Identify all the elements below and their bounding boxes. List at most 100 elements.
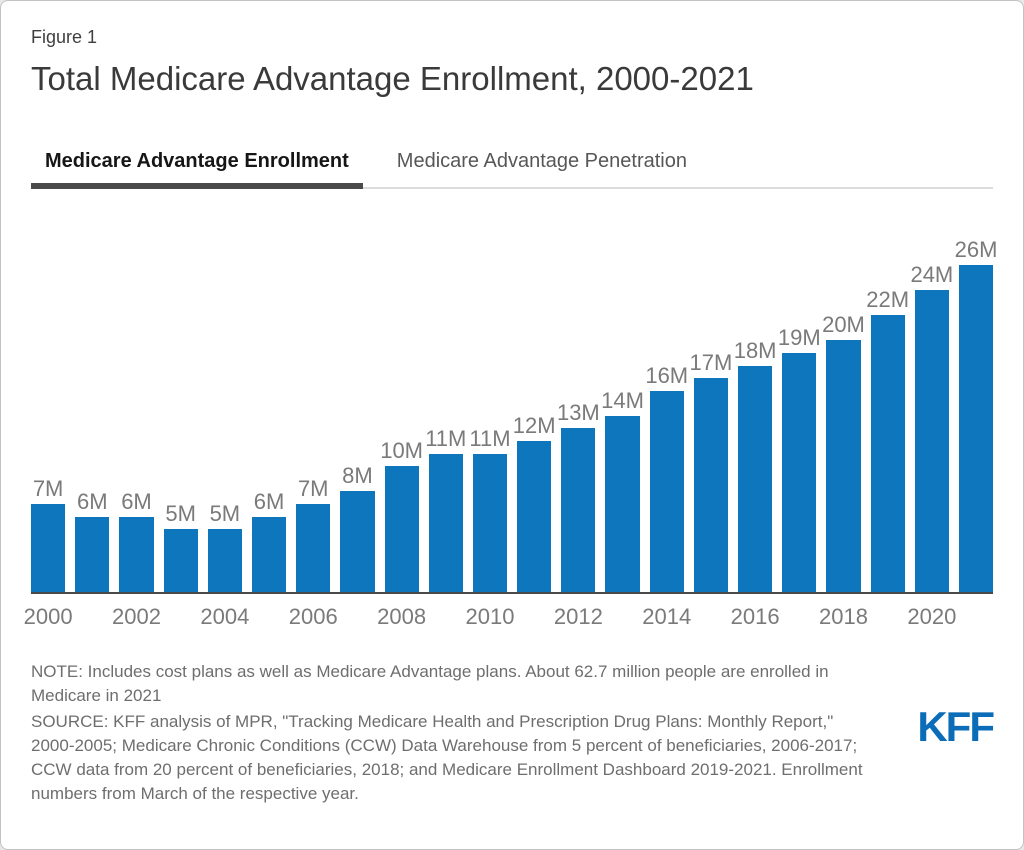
bar-2006[interactable] — [296, 504, 331, 592]
bar-value-label: 24M — [910, 262, 954, 287]
page-title: Total Medicare Advantage Enrollment, 200… — [31, 60, 754, 97]
bar-column-2017: 19M — [778, 327, 821, 592]
x-tick-2014: 2014 — [642, 604, 691, 630]
bar-2008[interactable] — [384, 466, 419, 592]
bar-value-label: 5M — [165, 501, 196, 526]
bar-value-label: 14M — [601, 388, 644, 413]
bar-column-2006: 7M — [296, 476, 331, 592]
bar-2002[interactable] — [119, 517, 154, 592]
bar-column-2013: 14M — [601, 390, 644, 592]
bar-value-label: 20M — [822, 312, 865, 337]
bar-column-2005: 6M — [251, 489, 287, 592]
bar-value-label: 19M — [777, 325, 821, 350]
x-tick-2008: 2008 — [377, 604, 426, 630]
x-tick-2010: 2010 — [466, 604, 515, 630]
x-tick-2001 — [75, 604, 109, 630]
bar-2007[interactable] — [340, 491, 375, 592]
x-tick-2004: 2004 — [200, 604, 249, 630]
bar-2010[interactable] — [472, 454, 508, 592]
bar-value-label: 26M — [954, 237, 998, 262]
x-tick-label: 2008 — [377, 604, 427, 629]
bar-2012[interactable] — [561, 428, 596, 592]
figure-header: Figure 1 Total Medicare Advantage Enroll… — [1, 1, 1023, 98]
x-tick-label: 2002 — [112, 604, 161, 629]
bar-value-label: 12M — [512, 413, 556, 438]
bar-value-label: 6M — [253, 489, 285, 514]
bar-column-2004: 5M — [207, 501, 242, 592]
x-tick-2012: 2012 — [554, 604, 603, 630]
bar-2013[interactable] — [605, 416, 640, 592]
x-tick-2013 — [605, 604, 639, 630]
x-tick-2021 — [959, 604, 993, 630]
bar-value-label: 11M — [469, 426, 511, 451]
bar-value-label: 6M — [121, 489, 152, 514]
bar-2014[interactable] — [649, 391, 684, 592]
x-tick-label: 2012 — [553, 604, 603, 629]
bar-column-2021: 26M — [955, 239, 997, 592]
x-tick-2011 — [517, 604, 551, 630]
bar-2001[interactable] — [75, 517, 110, 592]
bar-value-label: 17M — [689, 350, 733, 375]
x-axis: 2000 2002 2004 2006 2008 2010 2012 2014 2016 2018… — [24, 604, 993, 630]
bar-value-label: 8M — [342, 463, 373, 488]
figure-label: Figure 1 — [31, 27, 98, 47]
bar-value-label: 5M — [209, 501, 241, 526]
bar-column-2009: 11M — [425, 428, 466, 592]
source-text: SOURCE: KFF analysis of MPR, "Tracking M… — [31, 712, 863, 804]
tab-medicare-advantage-enrollment[interactable]: Medicare Advantage Enrollment — [31, 150, 363, 189]
bar-2021[interactable] — [958, 265, 994, 592]
bar-value-label: 16M — [645, 363, 689, 388]
x-tick-label: 2004 — [200, 604, 250, 629]
bar-2005[interactable] — [251, 517, 287, 592]
bar-column-2015: 17M — [690, 352, 732, 592]
tab-bar: Medicare Advantage Enrollment Medicare A… — [31, 150, 993, 189]
bar-column-2001: 6M — [75, 489, 110, 592]
x-tick-2002: 2002 — [112, 604, 161, 630]
bar-2017[interactable] — [782, 353, 817, 592]
bar-2019[interactable] — [870, 315, 905, 592]
x-tick-2018: 2018 — [819, 604, 868, 630]
x-tick-2007 — [340, 604, 374, 630]
bar-column-2014: 16M — [645, 365, 688, 592]
bar-2009[interactable] — [428, 454, 463, 592]
bar-value-label: 13M — [556, 400, 600, 425]
bar-column-2016: 18M — [734, 340, 777, 592]
bar-column-2008: 10M — [380, 440, 423, 592]
x-tick-2006: 2006 — [289, 604, 338, 630]
x-tick-label: 2010 — [465, 604, 515, 629]
bar-value-label: 7M — [297, 476, 329, 501]
bar-chart: 7M 6M 6M 5M 5M 6M 7M 8M 10M 11M 11M 12M 13M 14M 16M 17M… — [24, 226, 998, 630]
x-tick-2015 — [694, 604, 728, 630]
bar-value-label: 10M — [380, 438, 423, 463]
bar-value-label: 6M — [77, 489, 108, 514]
bar-column-2018: 20M — [822, 314, 865, 592]
x-tick-2003 — [164, 604, 198, 630]
bar-2000[interactable] — [31, 504, 66, 592]
tab-medicare-advantage-penetration[interactable]: Medicare Advantage Penetration — [396, 150, 687, 172]
note-text: NOTE: Includes cost plans as well as Med… — [31, 662, 829, 706]
bar-2018[interactable] — [826, 340, 861, 592]
bar-value-label: 22M — [866, 287, 910, 312]
bar-column-2002: 6M — [119, 489, 154, 592]
x-tick-label: 2014 — [642, 604, 692, 629]
x-tick-2019 — [871, 604, 905, 630]
x-tick-2016: 2016 — [731, 604, 780, 630]
bar-2011[interactable] — [517, 441, 552, 592]
x-tick-2020: 2020 — [907, 604, 956, 630]
bar-2020[interactable] — [914, 290, 949, 592]
bar-column-2003: 5M — [163, 501, 198, 592]
bar-column-2011: 12M — [513, 415, 556, 592]
bar-2004[interactable] — [207, 529, 242, 592]
bar-value-label: 11M — [425, 426, 467, 451]
x-tick-2005 — [252, 604, 286, 630]
kff-logo: KFF — [917, 703, 995, 751]
bar-2016[interactable] — [738, 366, 773, 592]
bar-column-2020: 24M — [910, 264, 953, 592]
x-tick-label: 2006 — [288, 604, 338, 629]
bar-2015[interactable] — [693, 378, 728, 592]
bar-column-2007: 8M — [340, 463, 375, 592]
bar-2003[interactable] — [163, 529, 198, 592]
x-tick-2009 — [429, 604, 463, 630]
x-tick-label: 2020 — [907, 604, 957, 629]
